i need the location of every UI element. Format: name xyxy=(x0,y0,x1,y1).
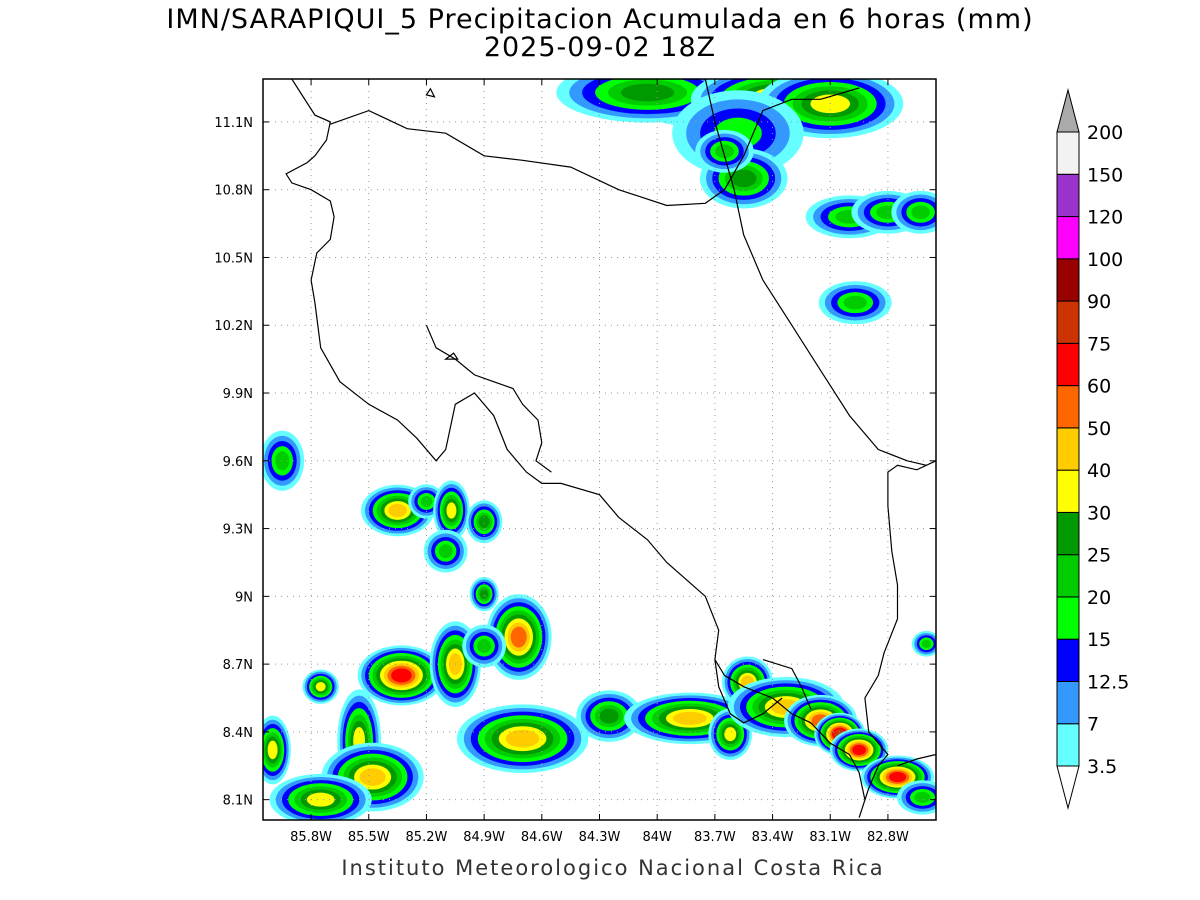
lon-tick-label: 83.7W xyxy=(694,830,736,845)
precip-cell xyxy=(263,715,291,785)
colorbar-label: 7 xyxy=(1087,714,1099,736)
precip-cell xyxy=(469,576,499,612)
colorbar-label: 25 xyxy=(1087,545,1111,567)
precip-cell xyxy=(302,669,339,704)
colorbar-box xyxy=(1056,723,1080,767)
precip-cell xyxy=(818,281,892,325)
map-title: IMN/SARAPIQUI_5 Precipitacion Acumulada … xyxy=(166,4,1034,35)
colorbar-max-arrow xyxy=(1056,88,1080,133)
lon-tick-label: 83.4W xyxy=(752,830,794,845)
lat-tick-label: 11.1N xyxy=(214,116,253,131)
colorbar-box xyxy=(1056,258,1080,302)
lon-tick-label: 85.5W xyxy=(348,830,390,845)
coastline-segment xyxy=(330,109,725,207)
island xyxy=(443,352,459,360)
precip-cell xyxy=(263,430,305,491)
lat-tick-label: 8.1N xyxy=(223,794,253,809)
coastline-segment xyxy=(762,659,812,710)
colorbar-label: 40 xyxy=(1087,460,1111,482)
colorbar-label: 20 xyxy=(1087,587,1111,609)
lon-tick-label: 84.3W xyxy=(579,830,621,845)
longitude-axis: 85.8W 85.5W 85.2W 84.9W 84.6W 84.3W 84W 83.7W 83… xyxy=(290,79,909,845)
map-subtitle-date: 2025-09-02 18Z xyxy=(483,32,717,63)
colorbar-box xyxy=(1056,680,1080,725)
coastline-borders xyxy=(285,79,936,818)
latitude-axis: 8.1N 8.4N 8.7N 9N 9.3N 9.6N 9.9N 10.2N 10.5N 10.8… xyxy=(214,116,936,809)
precip-cell xyxy=(708,708,753,760)
coastline-segment xyxy=(858,460,936,818)
precip-cell xyxy=(433,480,470,541)
colorbar-box xyxy=(1056,511,1080,556)
colorbar-box xyxy=(1056,469,1080,513)
lon-tick-label: 83.1W xyxy=(809,830,851,845)
colorbar-label: 60 xyxy=(1087,376,1111,398)
colorbar-box xyxy=(1056,342,1080,387)
colorbar-box xyxy=(1056,300,1080,344)
colorbar-label: 90 xyxy=(1087,291,1111,313)
colorbar-label: 200 xyxy=(1087,122,1123,144)
lon-tick-label: 84.6W xyxy=(521,830,563,845)
credit-text: Instituto Meteorologico Nacional Costa R… xyxy=(341,856,885,880)
precip-cell xyxy=(485,594,552,680)
precip-cell xyxy=(269,773,372,820)
colorbar-label: 15 xyxy=(1087,629,1111,651)
lat-tick-label: 8.4N xyxy=(223,726,253,741)
colorbar-box xyxy=(1056,638,1080,682)
colorbar-label: 120 xyxy=(1087,207,1123,229)
lon-tick-label: 82.8W xyxy=(867,830,909,845)
colorbar-label: 12.5 xyxy=(1087,671,1129,693)
lon-tick-label: 85.2W xyxy=(406,830,448,845)
precip-cell xyxy=(423,529,468,573)
precip-cell xyxy=(896,780,936,815)
colorbar-box xyxy=(1056,596,1080,640)
colorbar-box xyxy=(1056,385,1080,429)
lat-tick-label: 8.7N xyxy=(223,658,253,673)
coastline-segment xyxy=(285,79,866,800)
colorbar-box xyxy=(1056,427,1080,471)
colorbar-label: 3.5 xyxy=(1087,756,1117,778)
precip-cell xyxy=(891,190,936,234)
lat-tick-label: 9.6N xyxy=(223,455,253,470)
colorbar-label: 30 xyxy=(1087,502,1111,524)
precipitation-field xyxy=(263,79,936,820)
precip-cell xyxy=(556,79,739,123)
lon-tick-label: 84.9W xyxy=(463,830,505,845)
colorbar-label: 75 xyxy=(1087,333,1111,355)
precip-cell xyxy=(695,129,754,173)
coastline-segment xyxy=(704,79,927,466)
colorbar-box xyxy=(1056,216,1080,260)
lat-tick-label: 9.9N xyxy=(223,387,253,402)
colorbar-min-arrow xyxy=(1056,765,1080,810)
colorbar-label: 50 xyxy=(1087,418,1111,440)
lon-tick-label: 84W xyxy=(642,830,672,845)
lon-tick-label: 85.8W xyxy=(290,830,332,845)
colorbar-label: 150 xyxy=(1087,164,1123,186)
coastline-segment xyxy=(714,659,783,724)
precip-cell xyxy=(829,728,889,772)
colorbar-box xyxy=(1056,554,1080,598)
lat-tick-label: 9.3N xyxy=(223,523,253,538)
colorbar-label: 100 xyxy=(1087,249,1123,271)
precip-cell xyxy=(576,690,642,742)
precip-cell xyxy=(465,500,503,544)
island xyxy=(425,87,436,98)
precip-cell xyxy=(462,624,507,668)
lat-tick-label: 9N xyxy=(235,590,253,605)
colorbar-box xyxy=(1056,173,1080,218)
precip-cell xyxy=(456,704,589,774)
lat-tick-label: 10.5N xyxy=(214,251,253,266)
precip-cell xyxy=(357,645,446,706)
colorbar-box xyxy=(1056,131,1080,175)
coastline-segment xyxy=(723,87,860,190)
map-gridlines xyxy=(263,79,936,820)
coastline-segment xyxy=(897,753,936,767)
precip-cell xyxy=(911,630,936,657)
lat-tick-label: 10.8N xyxy=(214,184,253,199)
coastline-segment xyxy=(425,324,552,473)
lat-tick-label: 10.2N xyxy=(214,319,253,334)
